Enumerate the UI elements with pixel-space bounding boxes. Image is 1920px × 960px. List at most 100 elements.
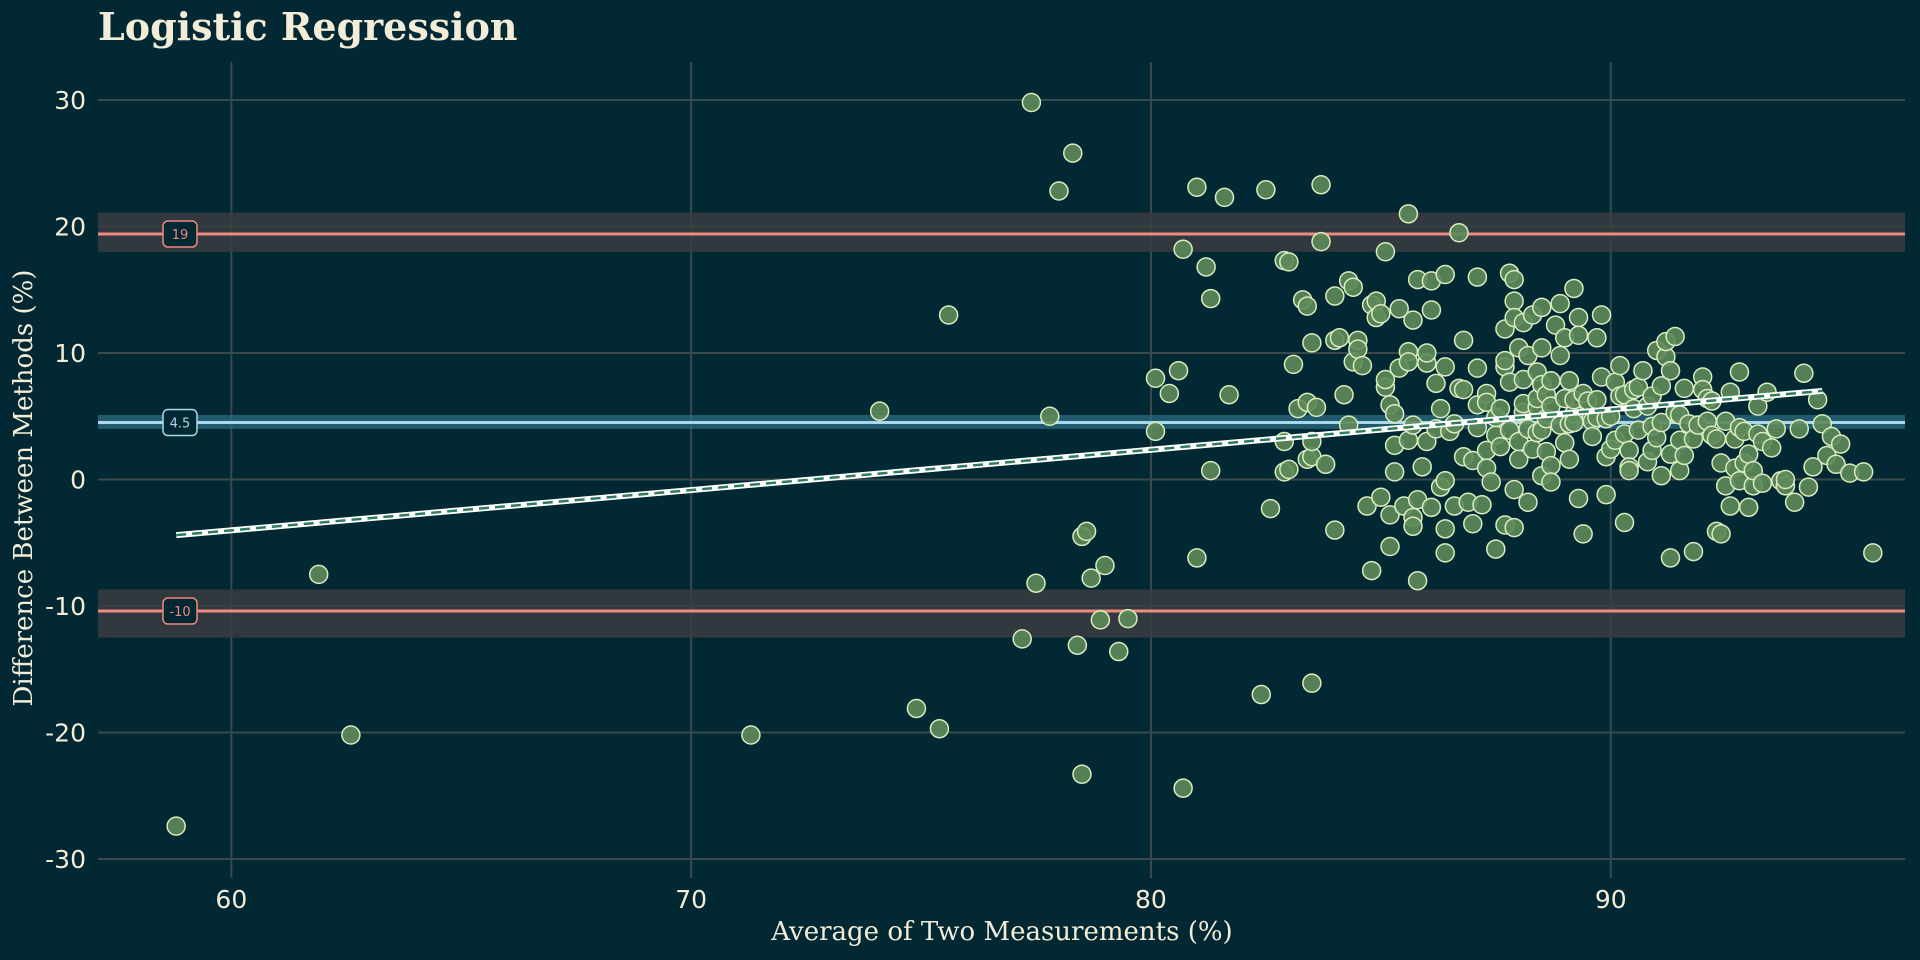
data-point (1302, 673, 1322, 693)
data-point (1256, 180, 1276, 200)
chart-title: Logistic Regression (98, 4, 518, 49)
data-point (1200, 460, 1221, 481)
y-tick-label: -10 (45, 592, 86, 621)
data-point (1472, 495, 1492, 515)
y-tick-label: -20 (45, 719, 86, 748)
data-point (1187, 548, 1207, 568)
y-tick-label: -30 (45, 845, 86, 874)
data-point (1325, 520, 1345, 540)
data-point (1541, 371, 1561, 391)
data-point (1343, 277, 1363, 297)
data-point (1145, 368, 1166, 389)
mean-difference-label: 4.5 (170, 417, 191, 432)
data-point (1683, 541, 1704, 562)
data-point (1315, 454, 1336, 475)
data-point (1090, 610, 1111, 630)
data-point (1251, 684, 1272, 705)
data-point (1375, 242, 1396, 262)
data-point (1463, 514, 1483, 534)
data-point (1761, 438, 1782, 458)
data-point (1012, 629, 1032, 649)
data-point (1260, 498, 1281, 519)
data-point (1145, 421, 1166, 442)
data-point (1541, 472, 1561, 492)
data-point (1371, 304, 1391, 324)
data-point (1398, 204, 1419, 224)
data-point (1720, 496, 1741, 516)
data-point (1067, 635, 1088, 655)
data-point (1026, 573, 1046, 593)
data-point (1789, 419, 1809, 439)
data-point (1660, 548, 1681, 568)
data-point (1596, 484, 1616, 505)
data-point (1357, 496, 1377, 516)
data-point (741, 725, 761, 745)
data-point (1559, 371, 1580, 391)
data-point (1426, 373, 1446, 394)
data-point (1582, 426, 1603, 447)
data-point (1421, 300, 1442, 320)
data-point (1863, 543, 1883, 563)
data-point (1660, 360, 1681, 381)
data-point (1532, 338, 1552, 358)
data-point (1389, 298, 1409, 319)
data-point (1633, 360, 1653, 381)
data-point (1568, 325, 1589, 346)
data-point (1794, 363, 1814, 383)
data-point (1021, 92, 1042, 113)
data-point (1453, 330, 1474, 351)
x-tick-label: 90 (1595, 885, 1627, 914)
data-point (1674, 445, 1695, 466)
data-point (1729, 362, 1750, 382)
data-point (1380, 536, 1400, 557)
data-point (929, 718, 950, 739)
data-point (1371, 487, 1391, 507)
y-tick-label: 0 (70, 465, 86, 494)
y-axis-title: Difference Between Methods (%) (9, 270, 39, 707)
data-point (938, 305, 959, 325)
data-point (1279, 459, 1299, 480)
data-point (1435, 471, 1455, 491)
data-point (1118, 608, 1138, 629)
data-point (1591, 305, 1612, 325)
data-point (1187, 177, 1207, 197)
data-point (1504, 291, 1524, 311)
upper-loa-label-box (162, 220, 198, 248)
data-point (1049, 181, 1069, 201)
data-point (869, 401, 890, 421)
data-point (1063, 143, 1083, 163)
data-point (1775, 469, 1796, 490)
data-point (1168, 360, 1189, 381)
data-point (1417, 343, 1437, 363)
data-point (1348, 339, 1368, 359)
data-point (1159, 383, 1180, 404)
data-point (1541, 455, 1561, 476)
data-point (1784, 492, 1805, 513)
data-point (1081, 568, 1101, 588)
reference-line-labels: 19 -10 4.5 (162, 220, 198, 625)
data-point (1564, 412, 1584, 433)
data-point (1173, 239, 1193, 259)
y-tick-label: 30 (54, 86, 86, 115)
data-point (1361, 560, 1382, 581)
lower-loa-band (98, 589, 1905, 638)
data-point (1214, 187, 1235, 208)
data-point (1412, 457, 1432, 477)
data-point (1798, 477, 1819, 497)
data-point (1311, 174, 1331, 195)
data-point (1555, 433, 1575, 453)
data-point (1568, 307, 1589, 328)
data-point (1302, 333, 1322, 353)
x-tick-label: 80 (1135, 885, 1167, 914)
data-point (1384, 462, 1405, 482)
data-point (1651, 465, 1672, 486)
data-point (1311, 231, 1331, 252)
data-point (1518, 492, 1538, 513)
data-point (1407, 570, 1428, 591)
upper-loa-band (98, 212, 1905, 252)
data-point (1449, 223, 1469, 243)
trend-line (175, 387, 1823, 539)
data-point (1587, 390, 1607, 410)
data-point (1830, 434, 1851, 454)
